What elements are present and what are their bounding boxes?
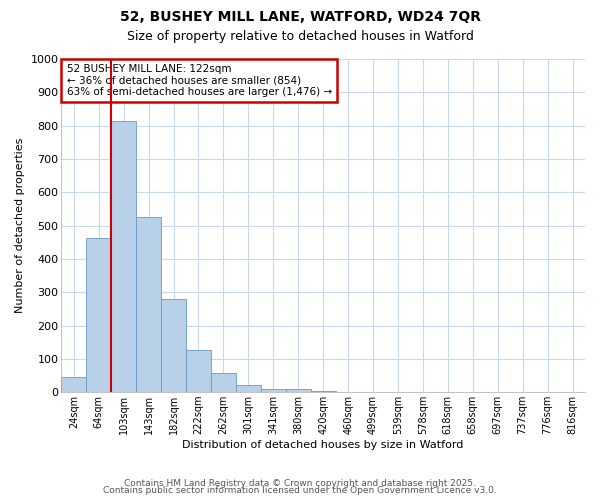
X-axis label: Distribution of detached houses by size in Watford: Distribution of detached houses by size …	[182, 440, 464, 450]
Text: Size of property relative to detached houses in Watford: Size of property relative to detached ho…	[127, 30, 473, 43]
Bar	[111, 120, 136, 392]
Text: Contains public sector information licensed under the Open Government Licence v3: Contains public sector information licen…	[103, 486, 497, 495]
Bar	[286, 389, 311, 392]
Y-axis label: Number of detached properties: Number of detached properties	[15, 138, 25, 314]
Bar	[311, 390, 335, 392]
Bar	[261, 389, 286, 392]
Text: Contains HM Land Registry data © Crown copyright and database right 2025.: Contains HM Land Registry data © Crown c…	[124, 478, 476, 488]
Bar	[186, 350, 211, 392]
Bar	[136, 218, 161, 392]
Text: 52 BUSHEY MILL LANE: 122sqm
← 36% of detached houses are smaller (854)
63% of se: 52 BUSHEY MILL LANE: 122sqm ← 36% of det…	[67, 64, 332, 97]
Bar	[86, 238, 111, 392]
Text: 52, BUSHEY MILL LANE, WATFORD, WD24 7QR: 52, BUSHEY MILL LANE, WATFORD, WD24 7QR	[119, 10, 481, 24]
Bar	[211, 373, 236, 392]
Bar	[61, 377, 86, 392]
Bar	[161, 299, 186, 392]
Bar	[236, 385, 261, 392]
